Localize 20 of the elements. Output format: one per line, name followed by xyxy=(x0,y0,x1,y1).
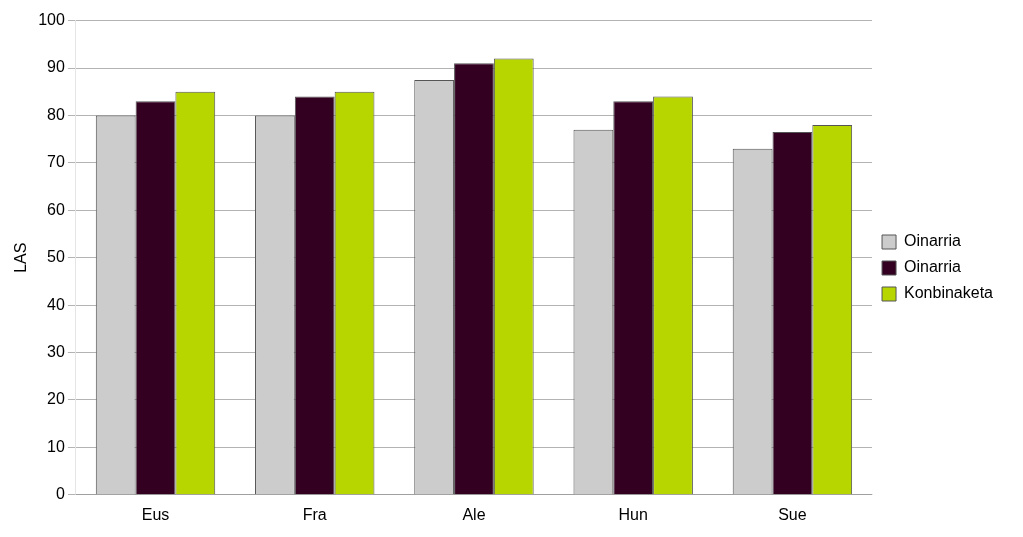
y-tick-label: 80 xyxy=(47,105,65,123)
y-tick-label: 70 xyxy=(47,153,65,171)
y-tick-label: 50 xyxy=(47,248,65,266)
x-tick-label: Hun xyxy=(618,505,648,523)
legend-label: Konbinaketa xyxy=(904,284,994,302)
legend-label: Oinarria xyxy=(904,258,962,276)
y-tick-label: 0 xyxy=(55,485,65,503)
y-tick-label: 20 xyxy=(47,390,65,408)
x-tick-label: Ale xyxy=(462,505,486,523)
y-tick-label: 10 xyxy=(47,437,65,455)
y-tick-label: 100 xyxy=(38,11,65,29)
x-tick-label: Eus xyxy=(141,505,170,523)
x-tick-label: Sue xyxy=(778,505,807,523)
y-axis-title: LAS xyxy=(12,242,30,273)
y-tick-label: 40 xyxy=(47,295,65,313)
legend-label: Oinarria xyxy=(904,232,962,250)
y-tick-label: 90 xyxy=(47,58,65,76)
y-tick-label: 30 xyxy=(47,342,65,360)
x-tick-label: Fra xyxy=(302,505,327,523)
y-tick-label: 60 xyxy=(47,200,65,218)
